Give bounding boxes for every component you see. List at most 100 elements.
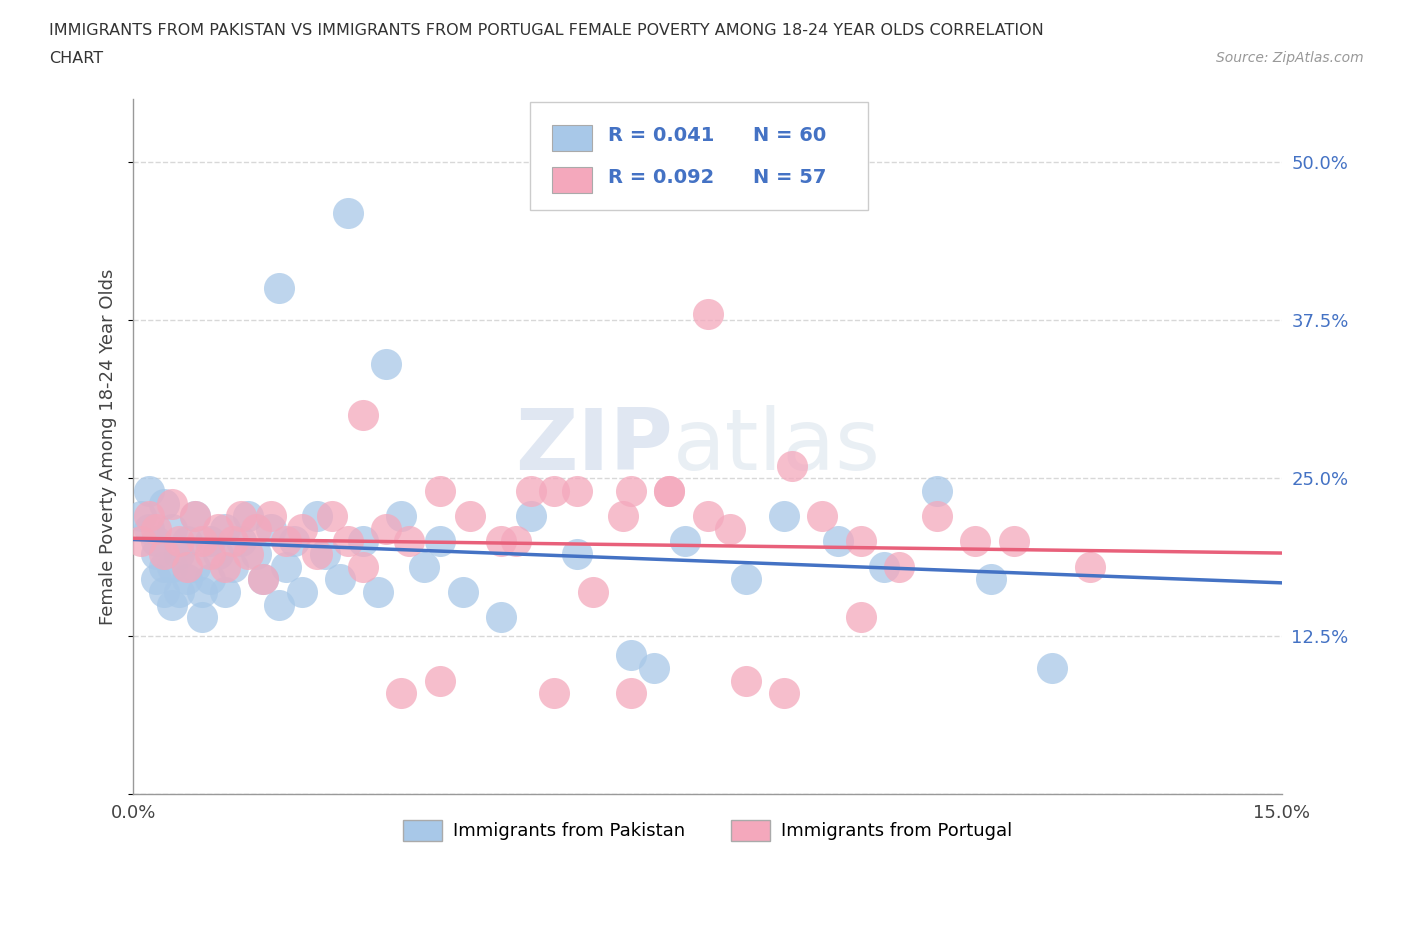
- Point: [145, 572, 167, 587]
- Point: [252, 572, 274, 587]
- Text: R = 0.041: R = 0.041: [607, 126, 714, 145]
- Point: [389, 685, 412, 700]
- Point: [520, 509, 543, 524]
- Point: [658, 484, 681, 498]
- Point: [291, 585, 314, 600]
- Point: [375, 522, 398, 537]
- Point: [720, 522, 742, 537]
- Point: [314, 547, 336, 562]
- Point: [398, 534, 420, 549]
- Point: [827, 534, 849, 549]
- Point: [198, 534, 221, 549]
- Text: Source: ZipAtlas.com: Source: ZipAtlas.com: [1216, 51, 1364, 65]
- Point: [153, 547, 176, 562]
- Point: [543, 484, 565, 498]
- Point: [160, 559, 183, 574]
- Point: [620, 484, 643, 498]
- Y-axis label: Female Poverty Among 18-24 Year Olds: Female Poverty Among 18-24 Year Olds: [100, 269, 117, 625]
- Point: [129, 534, 152, 549]
- Text: ZIP: ZIP: [516, 405, 673, 488]
- Point: [138, 509, 160, 524]
- Point: [276, 534, 298, 549]
- Point: [658, 484, 681, 498]
- Point: [160, 496, 183, 511]
- Point: [620, 648, 643, 663]
- Point: [267, 281, 290, 296]
- Point: [429, 484, 451, 498]
- Point: [389, 509, 412, 524]
- Point: [198, 547, 221, 562]
- Point: [238, 547, 260, 562]
- Point: [138, 484, 160, 498]
- Point: [620, 685, 643, 700]
- Text: N = 57: N = 57: [754, 167, 827, 187]
- Point: [489, 534, 512, 549]
- Text: IMMIGRANTS FROM PAKISTAN VS IMMIGRANTS FROM PORTUGAL FEMALE POVERTY AMONG 18-24 : IMMIGRANTS FROM PAKISTAN VS IMMIGRANTS F…: [49, 23, 1045, 38]
- Text: CHART: CHART: [49, 51, 103, 66]
- Point: [307, 509, 329, 524]
- Point: [567, 547, 589, 562]
- Point: [153, 559, 176, 574]
- Point: [734, 673, 756, 688]
- Text: N = 60: N = 60: [754, 126, 827, 145]
- Point: [191, 585, 214, 600]
- Point: [145, 534, 167, 549]
- FancyBboxPatch shape: [530, 102, 869, 210]
- Point: [773, 685, 796, 700]
- Point: [169, 534, 191, 549]
- Point: [260, 522, 283, 537]
- Point: [214, 522, 236, 537]
- Point: [222, 559, 245, 574]
- Point: [129, 509, 152, 524]
- Point: [176, 572, 198, 587]
- Point: [696, 509, 718, 524]
- Point: [811, 509, 834, 524]
- Point: [153, 585, 176, 600]
- Point: [245, 522, 267, 537]
- Point: [191, 610, 214, 625]
- Point: [582, 585, 605, 600]
- Point: [352, 407, 374, 422]
- Point: [276, 559, 298, 574]
- Point: [965, 534, 987, 549]
- Point: [145, 547, 167, 562]
- Point: [1040, 660, 1063, 675]
- Legend: Immigrants from Pakistan, Immigrants from Portugal: Immigrants from Pakistan, Immigrants fro…: [395, 813, 1019, 848]
- Point: [336, 534, 359, 549]
- Point: [245, 547, 267, 562]
- Point: [260, 509, 283, 524]
- Point: [1002, 534, 1025, 549]
- Point: [489, 610, 512, 625]
- Point: [451, 585, 474, 600]
- Point: [153, 496, 176, 511]
- Point: [238, 509, 260, 524]
- Point: [643, 660, 665, 675]
- Point: [927, 484, 949, 498]
- Point: [160, 522, 183, 537]
- Point: [696, 306, 718, 321]
- Point: [222, 534, 245, 549]
- Point: [169, 547, 191, 562]
- Point: [229, 509, 252, 524]
- Point: [520, 484, 543, 498]
- Point: [214, 585, 236, 600]
- Point: [980, 572, 1002, 587]
- Point: [191, 534, 214, 549]
- Point: [887, 559, 910, 574]
- Point: [267, 597, 290, 612]
- Point: [773, 509, 796, 524]
- Point: [780, 458, 803, 473]
- Point: [567, 484, 589, 498]
- Point: [207, 547, 229, 562]
- Text: R = 0.092: R = 0.092: [607, 167, 714, 187]
- Point: [367, 585, 389, 600]
- Point: [229, 534, 252, 549]
- Point: [352, 559, 374, 574]
- Point: [291, 522, 314, 537]
- Point: [458, 509, 481, 524]
- FancyBboxPatch shape: [553, 126, 592, 151]
- Point: [207, 522, 229, 537]
- Point: [352, 534, 374, 549]
- Point: [872, 559, 894, 574]
- Point: [138, 522, 160, 537]
